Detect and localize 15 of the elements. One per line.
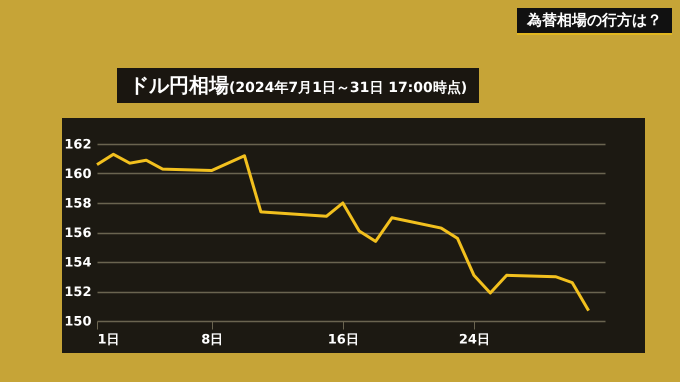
y-tick-label: 154 — [64, 256, 92, 270]
y-tick-label: 160 — [64, 167, 92, 182]
x-tick-label: 1日 — [98, 332, 120, 348]
chart-subtitle: (2024年7月1日～31日 17:00時点) — [229, 80, 468, 96]
x-tick-label: 8日 — [201, 332, 224, 348]
y-tick-label: 152 — [64, 285, 92, 300]
x-tick-label: 24日 — [458, 332, 490, 348]
line-series — [96, 152, 590, 312]
text: 為替相場の行方は？ — [517, 8, 672, 35]
y-tick-label: 158 — [64, 196, 92, 212]
y-tick-label: 162 — [64, 138, 92, 152]
y-tick-label: 156 — [64, 226, 92, 241]
y-tick-label: 150 — [64, 314, 92, 330]
chart-title: ドル円相場 — [129, 73, 229, 97]
x-tick-label: 16日 — [328, 332, 359, 348]
